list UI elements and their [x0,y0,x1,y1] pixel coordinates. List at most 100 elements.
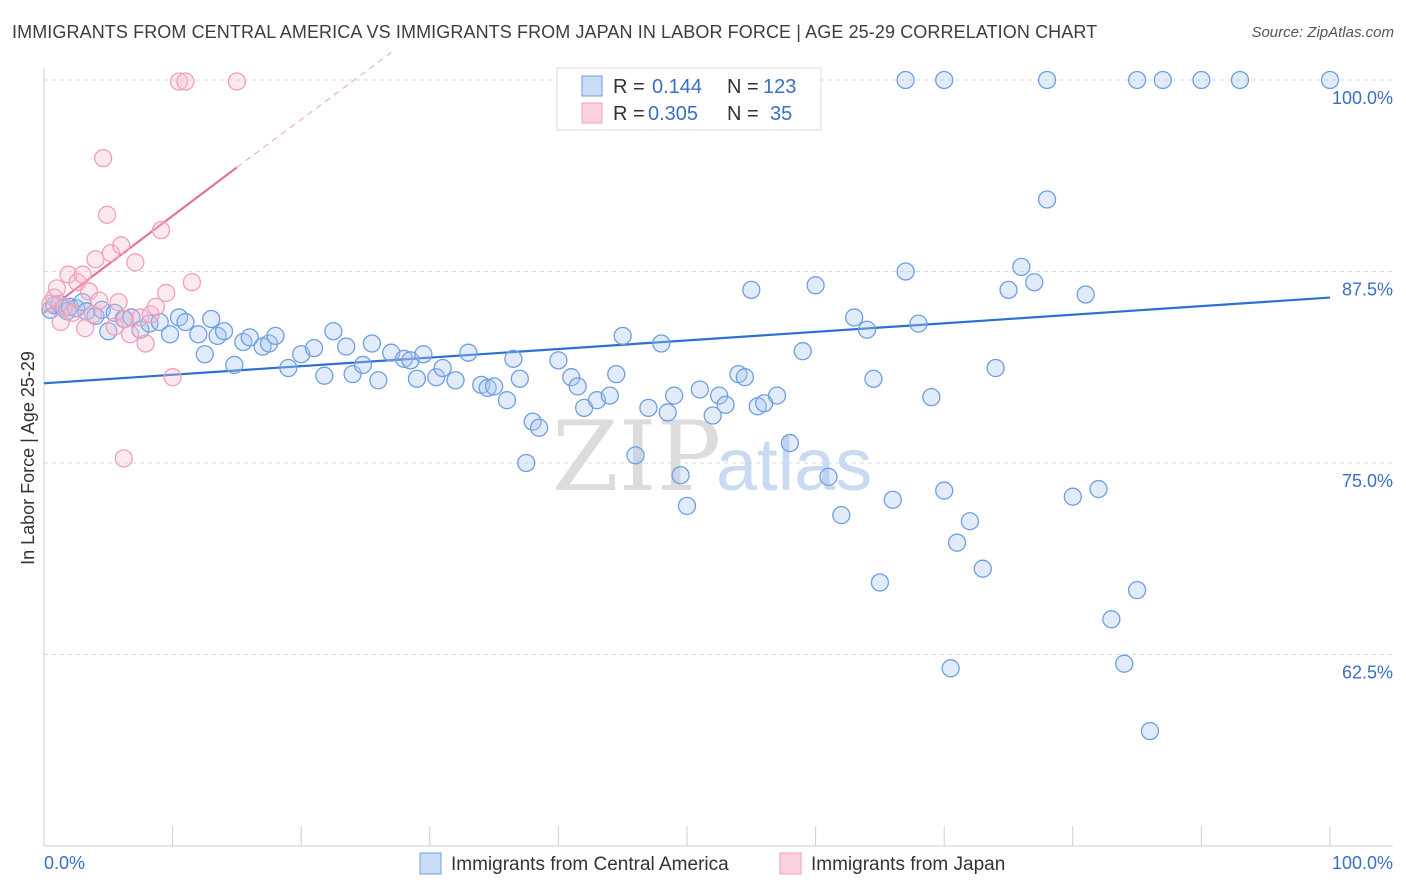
axes [43,68,1393,847]
data-point-central-america [362,334,382,353]
trend-lines [43,52,1331,385]
data-point-central-america [742,280,761,300]
series-central-america [41,70,1340,741]
data-point-central-america [780,433,800,453]
data-point-central-america [922,387,941,407]
data-point-japan [136,334,155,353]
data-point-japan [47,279,67,298]
y-tick-label: 62.5% [1342,663,1393,683]
data-point-japan [146,297,166,316]
data-point-japan [163,368,182,387]
data-point-japan [157,283,176,303]
data-point-central-america [652,334,671,353]
data-point-central-america [986,358,1005,378]
bottom-legend-swatch-pink [779,852,802,875]
data-point-central-america [343,364,362,384]
data-point-central-america [510,369,529,388]
data-point-central-america [1192,70,1211,90]
bottom-legend: Immigrants from Central America Immigran… [419,852,1005,875]
data-point-central-america [703,406,722,425]
data-point-central-america [960,512,980,531]
data-point-central-america [883,490,902,509]
data-point-central-america [613,326,632,345]
data-point-central-america [279,358,298,378]
data-point-central-america [870,573,890,592]
trend-line-japan-extrapolated [236,52,392,168]
bottom-legend-swatch-blue [419,852,442,875]
watermark-atlas: atlas [716,423,872,506]
data-point-central-america [1127,581,1147,600]
data-point-central-america [845,308,864,327]
data-point-japan [126,253,145,272]
data-point-central-america [819,467,838,486]
data-point-central-america [671,466,690,485]
data-point-central-america [225,355,244,375]
data-point-central-america [941,659,960,678]
gridlines [44,79,1393,655]
data-point-central-america [1025,273,1044,292]
data-point-central-america [1102,610,1121,629]
legend-r-label-1: R = [613,76,645,98]
data-point-central-america [214,322,234,341]
data-point-japan [109,292,128,312]
data-point-japan [114,449,133,468]
data-point-central-america [710,386,729,405]
data-point-central-america [202,309,221,329]
legend-n-value-1: 123 [763,76,796,98]
data-point-central-america [105,303,124,323]
data-point-central-america [600,386,619,405]
legend-n-label-1: N = [727,76,759,98]
data-point-central-america [315,366,334,385]
data-point-central-america [1076,285,1095,304]
legend-r-value-1: 0.144 [652,76,702,98]
data-point-central-america [562,368,581,387]
data-point-central-america [1140,721,1160,741]
data-point-japan [105,317,124,336]
data-point-japan [76,319,95,338]
data-point-central-america [677,496,697,516]
data-point-japan [169,72,189,91]
data-point-japan [94,148,113,168]
data-point-central-america [459,343,478,362]
x-tick-min: 0.0% [44,853,85,873]
data-point-central-america [414,345,433,364]
data-point-central-america [896,262,915,281]
data-point-central-america [767,386,787,405]
data-point-central-america [690,380,710,399]
y-tick-labels: 100.0% 87.5% 75.0% 62.5% [1332,88,1393,683]
data-point-japan [151,220,171,240]
data-point-japan [97,205,117,224]
data-point-central-america [1063,487,1082,506]
data-point-central-america [857,320,877,339]
data-point-central-america [324,322,343,341]
series-japan [41,72,247,468]
data-point-central-america [909,314,928,333]
watermark-zip: ZIP [552,401,721,513]
data-point-central-america [658,403,677,422]
data-point-japan [115,309,135,329]
data-point-central-america [240,328,259,347]
data-point-central-america [806,276,825,295]
trend-line-japan [43,166,238,314]
data-point-central-america [1230,70,1250,90]
data-point-japan [86,250,105,269]
source-credit: Source: ZipAtlas.com [1251,24,1394,41]
data-point-japan [101,243,121,263]
data-point-central-america [716,395,735,414]
bottom-legend-label-japan: Immigrants from Japan [811,854,1005,875]
data-point-japan [73,265,92,284]
legend-box: R = 0.144 N = 123 R = 0.305 N = 35 [556,67,822,131]
data-point-central-america [504,349,523,368]
data-point-central-america [433,358,452,378]
data-point-japan [131,308,150,327]
data-point-central-america [304,338,324,358]
legend-swatch-blue [581,75,603,97]
y-tick-label: 75.0% [1342,471,1393,491]
data-point-central-america [973,559,992,578]
data-point-japan [63,303,82,323]
data-point-japan [112,236,131,255]
data-point-central-america [266,326,285,345]
y-tick-label: 87.5% [1342,280,1393,300]
data-point-japan [79,282,99,301]
